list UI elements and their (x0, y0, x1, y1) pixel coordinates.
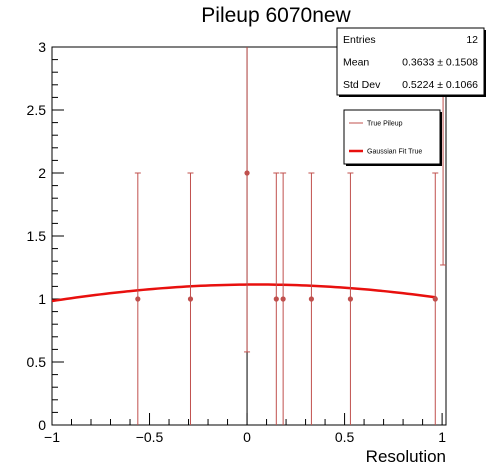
legend-entry-label: True Pileup (367, 121, 403, 128)
stats-box-border (336, 27, 485, 96)
stats-label: Std Dev (343, 79, 381, 91)
data-marker (244, 170, 250, 176)
data-marker (308, 296, 315, 302)
x-axis-title: Resolution (366, 447, 446, 466)
y-tick-label: 2.5 (27, 102, 47, 118)
y-tick-label: 1 (38, 291, 46, 307)
x-tick-label: 0.5 (335, 429, 355, 445)
data-marker (187, 296, 194, 302)
data-point (273, 172, 280, 425)
stats-label: Entries (343, 34, 376, 46)
data-point (244, 47, 251, 353)
gaussian-fit (51, 283, 437, 303)
data-marker (432, 296, 438, 302)
x-tick-label: 0 (243, 429, 251, 445)
y-tick-label: 2 (38, 165, 46, 181)
legend-border (343, 109, 441, 165)
stats-value: 12 (466, 34, 478, 46)
legend-entry-label: Gaussian Fit True (367, 149, 422, 156)
data-point (347, 172, 354, 425)
data-point (432, 172, 439, 425)
stats-box: Entries 12 Mean 0.3633 ± 0.1508 Std Dev 0.522… (336, 27, 486, 97)
data-marker (347, 296, 354, 302)
y-tick-label: 3 (38, 39, 46, 55)
x-tick-label: −1 (44, 429, 60, 445)
stats-label: Mean (343, 57, 369, 69)
data-marker (280, 296, 286, 302)
data-point (280, 172, 287, 425)
stats-value: 0.3633 ± 0.1508 (402, 57, 478, 69)
data-marker (273, 296, 279, 302)
y-tick-label: 0.5 (27, 354, 47, 370)
legend: True Pileup Gaussian Fit True (343, 109, 442, 166)
tick-labels: −1 −0.5 0 0.5 1 0 0.5 1 1.5 2 2.5 3 (27, 39, 447, 445)
x-tick-label: −0.5 (136, 429, 164, 445)
data-point (187, 172, 194, 425)
x-tick-label: 1 (438, 429, 446, 445)
stats-value: 0.5224 ± 0.1066 (402, 79, 478, 91)
axis-ticks (51, 46, 443, 426)
y-tick-label: 0 (38, 417, 46, 433)
data-point (308, 172, 315, 425)
data-marker (135, 296, 141, 302)
gaussian-fit-curve (51, 283, 437, 303)
chart-title: Pileup 6070new (201, 4, 351, 27)
data-point (134, 172, 141, 425)
y-tick-label: 1.5 (27, 228, 47, 244)
